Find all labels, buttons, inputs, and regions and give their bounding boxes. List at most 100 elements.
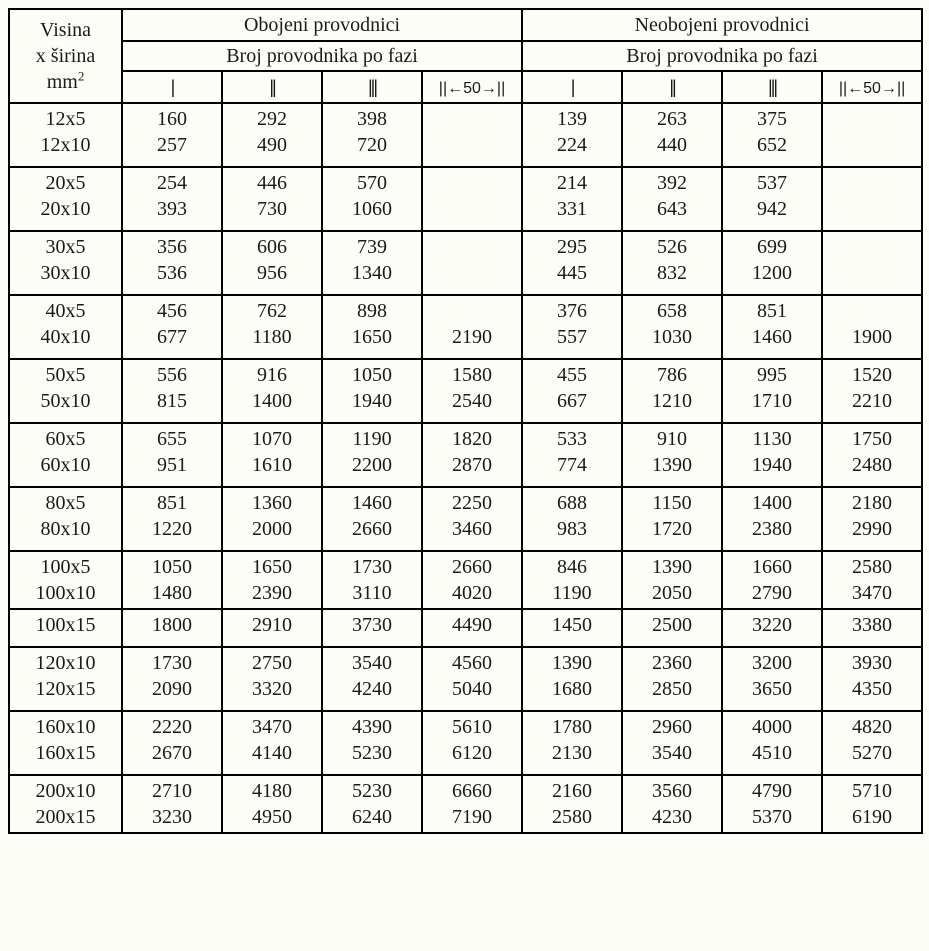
data-cell: 4490: [422, 609, 522, 647]
data-cell: 456677: [122, 295, 222, 359]
data-cell: 2190: [422, 295, 522, 359]
data-cell: 43905230: [322, 711, 422, 775]
data-cell: 21602580: [522, 775, 622, 833]
data-cell: 1900: [822, 295, 922, 359]
data-cell: 8461190: [522, 551, 622, 609]
data-cell: 35604230: [622, 775, 722, 833]
data-cell: 655951: [122, 423, 222, 487]
data-cell: 17303110: [322, 551, 422, 609]
data-cell: 455667: [522, 359, 622, 423]
table-row: 30x530x103565366069567391340 29544552683…: [9, 231, 922, 295]
data-cell: 40004510: [722, 711, 822, 775]
data-cell: 21802990: [822, 487, 922, 551]
data-cell: 11501720: [622, 487, 722, 551]
dim-cell: 12x512x10: [9, 103, 122, 167]
data-cell: 16602790: [722, 551, 822, 609]
header-dimensions: Visinax širinamm2: [9, 9, 122, 103]
table-row: 60x560x106559511070161011902200182028705…: [9, 423, 922, 487]
table-row: 50x550x105568159161400105019401580254045…: [9, 359, 922, 423]
data-cell: 526832: [622, 231, 722, 295]
dim-cell: 120x10120x15: [9, 647, 122, 711]
data-cell: 35404240: [322, 647, 422, 711]
data-cell: 9161400: [222, 359, 322, 423]
table-row: 120x10120x151730209027503320354042404560…: [9, 647, 922, 711]
data-cell: 14002380: [722, 487, 822, 551]
data-cell: 7391340: [322, 231, 422, 295]
data-cell: 606956: [222, 231, 322, 295]
col-header-unpainted-c2: ||: [622, 71, 722, 103]
table-row: 100x1518002910373044901450250032203380: [9, 609, 922, 647]
dim-cell: 20x520x10: [9, 167, 122, 231]
data-cell: 7861210: [622, 359, 722, 423]
data-cell: 356536: [122, 231, 222, 295]
data-cell: 3220: [722, 609, 822, 647]
data-cell: 17302090: [122, 647, 222, 711]
data-cell: 57106190: [822, 775, 922, 833]
data-cell: 254393: [122, 167, 222, 231]
data-cell: 533774: [522, 423, 622, 487]
data-cell: 15802540: [422, 359, 522, 423]
data-cell: 25803470: [822, 551, 922, 609]
data-cell: 11902200: [322, 423, 422, 487]
table-row: 12x512x10160257292490398720 139224263440…: [9, 103, 922, 167]
data-cell: 34704140: [222, 711, 322, 775]
dim-cell: 30x530x10: [9, 231, 122, 295]
data-cell: 14602660: [322, 487, 422, 551]
data-cell: 6991200: [722, 231, 822, 295]
table-row: 80x580x108511220136020001460266022503460…: [9, 487, 922, 551]
table-row: 200x10200x152710323041804950523062406660…: [9, 775, 922, 833]
table-row: 100x5100x1010501480165023901730311026604…: [9, 551, 922, 609]
data-cell: 295445: [522, 231, 622, 295]
data-cell: 10501480: [122, 551, 222, 609]
data-cell: 22503460: [422, 487, 522, 551]
data-cell: 3730: [322, 609, 422, 647]
data-cell: 16502390: [222, 551, 322, 609]
data-cell: 13602000: [222, 487, 322, 551]
data-cell: 22202670: [122, 711, 222, 775]
data-cell: 398720: [322, 103, 422, 167]
data-cell: 9101390: [622, 423, 722, 487]
data-cell: 1450: [522, 609, 622, 647]
data-cell: 17802130: [522, 711, 622, 775]
data-cell: 11301940: [722, 423, 822, 487]
dim-cell: 200x10200x15: [9, 775, 122, 833]
data-cell: 13902050: [622, 551, 722, 609]
table-row: 40x540x1045667776211808981650 2190376557…: [9, 295, 922, 359]
data-cell: 10501940: [322, 359, 422, 423]
data-cell: 3380: [822, 609, 922, 647]
header-sub-painted: Broj provodnika po fazi: [122, 41, 522, 71]
dim-cell: 50x550x10: [9, 359, 122, 423]
data-cell: 56106120: [422, 711, 522, 775]
header-painted: Obojeni provodnici: [122, 9, 522, 41]
dim-cell: 80x580x10: [9, 487, 122, 551]
data-cell: 139224: [522, 103, 622, 167]
dim-cell: 160x10160x15: [9, 711, 122, 775]
data-cell: 45605040: [422, 647, 522, 711]
data-cell: 214331: [522, 167, 622, 231]
data-cell: 446730: [222, 167, 322, 231]
data-cell: 52306240: [322, 775, 422, 833]
dim-cell: 100x5100x10: [9, 551, 122, 609]
data-cell: 556815: [122, 359, 222, 423]
col-header-unpainted-c3: |||: [722, 71, 822, 103]
data-cell: 39304350: [822, 647, 922, 711]
data-cell: 5701060: [322, 167, 422, 231]
col-header-painted-c2: ||: [222, 71, 322, 103]
data-cell: 292490: [222, 103, 322, 167]
col-header-unpainted-c1: |: [522, 71, 622, 103]
table-row: 20x520x102543934467305701060 21433139264…: [9, 167, 922, 231]
data-cell: 27503320: [222, 647, 322, 711]
data-cell: [422, 103, 522, 167]
col-header-painted-c3: |||: [322, 71, 422, 103]
data-cell: 392643: [622, 167, 722, 231]
dim-cell: 60x560x10: [9, 423, 122, 487]
data-cell: [822, 231, 922, 295]
data-cell: 41804950: [222, 775, 322, 833]
table-row: 160x10160x152220267034704140439052305610…: [9, 711, 922, 775]
dim-cell: 40x540x10: [9, 295, 122, 359]
data-cell: 9951710: [722, 359, 822, 423]
header-unpainted: Neobojeni provodnici: [522, 9, 922, 41]
data-cell: 1800: [122, 609, 222, 647]
data-cell: [822, 167, 922, 231]
data-cell: 160257: [122, 103, 222, 167]
